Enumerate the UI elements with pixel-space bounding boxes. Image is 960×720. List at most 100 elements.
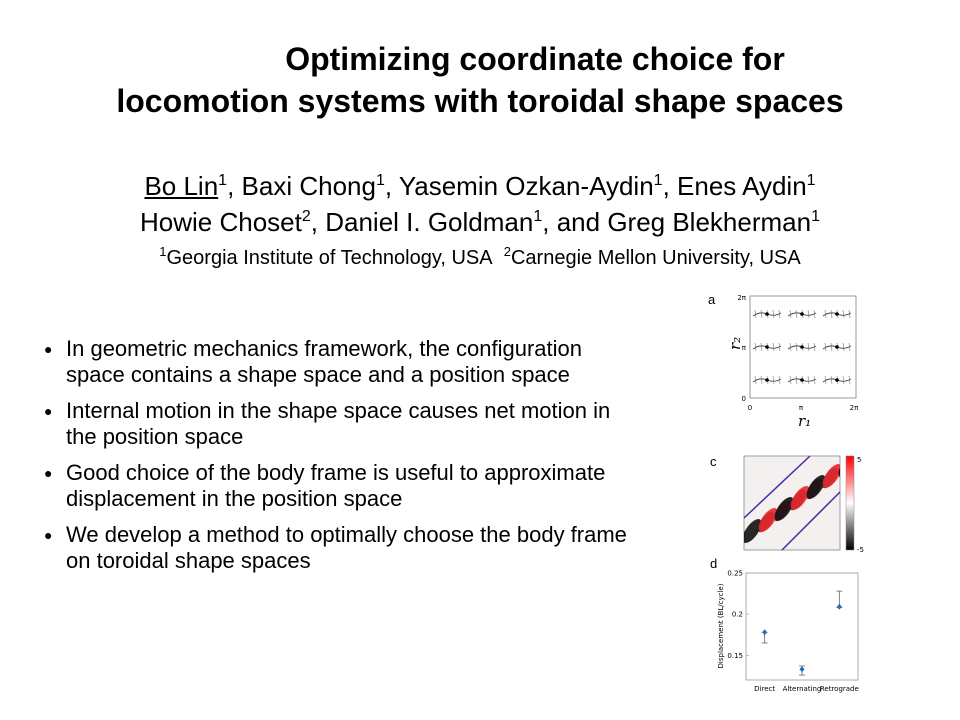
robot-leg-glyph: [772, 309, 775, 319]
robot-leg-glyph: [824, 342, 827, 352]
figure-c-colorbar: [845, 455, 855, 551]
author-separator: , and: [542, 207, 608, 237]
robot-center-dot: [765, 312, 769, 316]
data-point-alternating: [799, 666, 805, 673]
heatmap-band: [806, 475, 826, 499]
robot-leg-glyph: [772, 342, 775, 352]
bullet-item: ● Good choice of the body frame is useful…: [40, 460, 630, 512]
figure-c-colorbar-max: 5: [857, 456, 861, 464]
figure-d-ytick-label: 0.2: [732, 611, 743, 619]
data-point-retrograde: [836, 603, 842, 610]
figure-d-xtick-label: Direct: [754, 685, 775, 693]
figure-a-robot-glyphs: [752, 309, 852, 385]
robot-leg-glyph: [754, 342, 757, 352]
robot-leg-glyph: [824, 309, 827, 319]
robot-leg-glyph: [842, 342, 845, 352]
robot-leg-glyph: [772, 375, 775, 385]
author-name: Enes Aydin: [677, 171, 807, 201]
author-affiliation-mark: 1: [806, 172, 816, 189]
figure-c-letter: c: [710, 454, 717, 469]
author-name: Baxi Chong: [241, 171, 376, 201]
author-name: Greg Blekherman: [607, 207, 812, 237]
author-separator: ,: [384, 171, 399, 201]
heatmap-band: [758, 508, 778, 532]
figure-c-boundary-line-upper: [743, 455, 811, 519]
robot-leg-glyph: [754, 309, 757, 319]
heatmap-band: [774, 497, 794, 521]
author-affiliation-mark: 1: [375, 172, 385, 189]
slide-title: Optimizing coordinate choice for locomot…: [0, 38, 960, 122]
figure-d-yticks: 0.25 0.2 0.15: [727, 570, 749, 660]
robot-leg-glyph: [795, 342, 798, 352]
bullet-item: ● In geometric mechanics framework, the c…: [40, 336, 630, 388]
title-line-1: Optimizing coordinate choice for: [285, 41, 785, 77]
author-separator: ,: [310, 207, 326, 237]
robot-leg-glyph: [813, 309, 816, 319]
robot-leg-glyph: [848, 309, 851, 319]
author-affiliation-mark: 2: [301, 208, 311, 225]
robot-leg-glyph: [789, 375, 792, 385]
robot-leg-glyph: [795, 375, 798, 385]
robot-leg-glyph: [813, 375, 816, 385]
heatmap-band: [744, 519, 762, 543]
robot-leg-glyph: [830, 375, 833, 385]
bullet-dot-icon: ●: [44, 403, 53, 419]
figure-d-xtick-label: Retrograde: [820, 685, 859, 693]
robot-leg-glyph: [807, 375, 810, 385]
robot-leg-glyph: [778, 309, 781, 319]
figure-d-ytick-label: 0.15: [727, 652, 743, 660]
author-name: Howie Choset: [140, 207, 302, 237]
figure-d-displacement-chart: d Displacement (BL/cycle) 0.25 0.2 0.15 Di…: [710, 556, 859, 693]
bullet-dot-icon: ●: [44, 341, 53, 357]
robot-leg-glyph: [830, 342, 833, 352]
figure-a-xtick-right: 2π: [850, 404, 859, 412]
affiliation-mark: 1: [159, 244, 167, 259]
author-name: Daniel I. Goldman: [325, 207, 534, 237]
author-line-2: Howie Choset2, Daniel I. Goldman1, and G…: [0, 204, 960, 240]
figure-a-letter: a: [708, 292, 716, 307]
figure-a-xtick-left: 0: [748, 404, 752, 412]
data-point-direct: [762, 629, 768, 636]
affiliation-text: Carnegie Mellon University, USA: [510, 247, 801, 269]
title-line-2: locomotion systems with toroidal shape s…: [116, 83, 844, 119]
robot-leg-glyph: [842, 309, 845, 319]
bullet-text: Good choice of the body frame is useful …: [66, 460, 606, 511]
figure-d-ylabel: Displacement (BL/cycle): [717, 583, 725, 668]
robot-center-dot: [835, 345, 839, 349]
robot-center-dot: [800, 378, 804, 382]
robot-leg-glyph: [760, 375, 763, 385]
figure-d-xtick-label: Alternating: [783, 685, 822, 693]
author-list: Bo Lin1, Baxi Chong1, Yasemin Ozkan-Aydi…: [0, 168, 960, 240]
figure-d-marks: [761, 590, 843, 676]
figure-c-heatmap: c 5 -5: [710, 452, 872, 554]
author-affiliation-mark: 1: [811, 208, 820, 225]
heatmap-band: [790, 486, 810, 510]
figure-a-ytick-bottom: 0: [742, 395, 746, 403]
author-separator: ,: [227, 171, 242, 201]
heatmap-band: [822, 464, 840, 488]
robot-leg-glyph: [795, 309, 798, 319]
figure-a-shape-space: a 2π π 0 0 π 2π r₂ r₁: [708, 292, 859, 430]
bullet-item: ● Internal motion in the shape space caus…: [40, 398, 630, 450]
robot-leg-glyph: [760, 309, 763, 319]
robot-center-dot: [765, 378, 769, 382]
author-affiliation-mark: 1: [218, 172, 228, 189]
bullet-list: ● In geometric mechanics framework, the c…: [40, 336, 630, 584]
robot-leg-glyph: [760, 342, 763, 352]
figure-d-letter: d: [710, 556, 717, 571]
figure-c-boundary-line-lower: [781, 491, 841, 551]
robot-center-dot: [765, 345, 769, 349]
heatmap-band: [867, 452, 872, 458]
author-name: Bo Lin: [144, 171, 219, 201]
affiliation-text: Georgia Institute of Technology, USA: [166, 247, 504, 269]
robot-leg-glyph: [848, 375, 851, 385]
figure-a-ylabel: r₂: [726, 337, 744, 350]
robot-center-dot: [835, 312, 839, 316]
robot-leg-glyph: [807, 342, 810, 352]
bullet-text: In geometric mechanics framework, the co…: [66, 336, 583, 387]
author-affiliation-mark: 1: [533, 208, 543, 225]
author-name: Yasemin Ozkan-Aydin: [398, 171, 654, 201]
robot-leg-glyph: [824, 375, 827, 385]
robot-leg-glyph: [789, 309, 792, 319]
